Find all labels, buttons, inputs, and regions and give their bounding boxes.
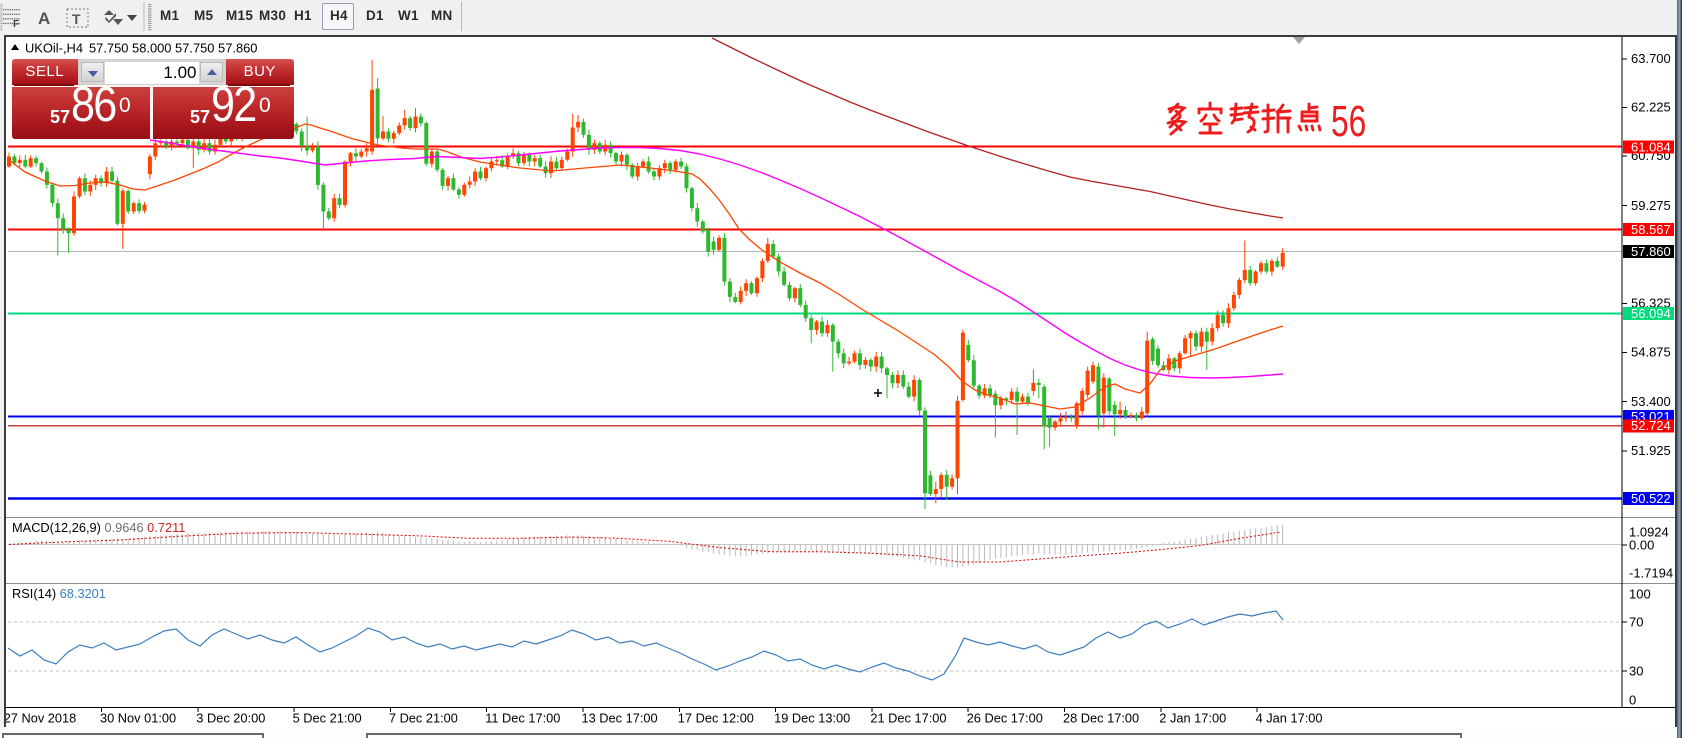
svg-text:50.522: 50.522 bbox=[1631, 491, 1671, 506]
svg-text:52.724: 52.724 bbox=[1631, 418, 1671, 433]
svg-text:30 Nov 01:00: 30 Nov 01:00 bbox=[100, 711, 176, 726]
svg-text:51.925: 51.925 bbox=[1631, 443, 1671, 458]
svg-text:13 Dec 17:00: 13 Dec 17:00 bbox=[582, 711, 658, 726]
svg-text:4 Jan 17:00: 4 Jan 17:00 bbox=[1256, 711, 1323, 726]
svg-text:100: 100 bbox=[1629, 587, 1651, 602]
svg-text:61.084: 61.084 bbox=[1631, 139, 1671, 154]
svg-text:RSI(14) 68.3201: RSI(14) 68.3201 bbox=[12, 586, 106, 601]
svg-text:27 Nov 2018: 27 Nov 2018 bbox=[4, 711, 76, 726]
svg-text:-1.7194: -1.7194 bbox=[1629, 566, 1673, 581]
svg-text:21 Dec 17:00: 21 Dec 17:00 bbox=[870, 711, 946, 726]
svg-text:3 Dec 20:00: 3 Dec 20:00 bbox=[196, 711, 265, 726]
svg-text:62.225: 62.225 bbox=[1631, 100, 1671, 115]
svg-text:70: 70 bbox=[1629, 615, 1643, 630]
svg-text:19 Dec 13:00: 19 Dec 13:00 bbox=[774, 711, 850, 726]
svg-text:0: 0 bbox=[1629, 693, 1636, 708]
svg-text:56.325: 56.325 bbox=[1631, 296, 1671, 311]
svg-text:30: 30 bbox=[1629, 664, 1643, 679]
svg-text:56.094: 56.094 bbox=[1631, 306, 1671, 321]
svg-text:MACD(12,26,9) 0.9646 0.7211: MACD(12,26,9) 0.9646 0.7211 bbox=[12, 520, 185, 535]
svg-text:17 Dec 12:00: 17 Dec 12:00 bbox=[678, 711, 754, 726]
svg-text:54.875: 54.875 bbox=[1631, 345, 1671, 360]
svg-text:T: T bbox=[72, 11, 81, 27]
svg-text:28 Dec 17:00: 28 Dec 17:00 bbox=[1063, 711, 1139, 726]
svg-text:A: A bbox=[38, 9, 50, 28]
svg-text:7 Dec 21:00: 7 Dec 21:00 bbox=[389, 711, 458, 726]
svg-text:5 Dec 21:00: 5 Dec 21:00 bbox=[293, 711, 362, 726]
svg-text:26 Dec 17:00: 26 Dec 17:00 bbox=[967, 711, 1043, 726]
svg-text:53.400: 53.400 bbox=[1631, 394, 1671, 409]
svg-text:59.275: 59.275 bbox=[1631, 198, 1671, 213]
svg-text:56: 56 bbox=[1331, 97, 1366, 146]
svg-text:0.00: 0.00 bbox=[1629, 538, 1654, 553]
svg-text:F: F bbox=[13, 19, 19, 30]
svg-text:1.0924: 1.0924 bbox=[1629, 525, 1669, 540]
svg-text:2 Jan 17:00: 2 Jan 17:00 bbox=[1159, 711, 1226, 726]
svg-text:58.567: 58.567 bbox=[1631, 222, 1671, 237]
svg-text:63.700: 63.700 bbox=[1631, 51, 1671, 66]
svg-text:57.860: 57.860 bbox=[1631, 244, 1671, 259]
svg-text:11 Dec 17:00: 11 Dec 17:00 bbox=[485, 711, 560, 726]
